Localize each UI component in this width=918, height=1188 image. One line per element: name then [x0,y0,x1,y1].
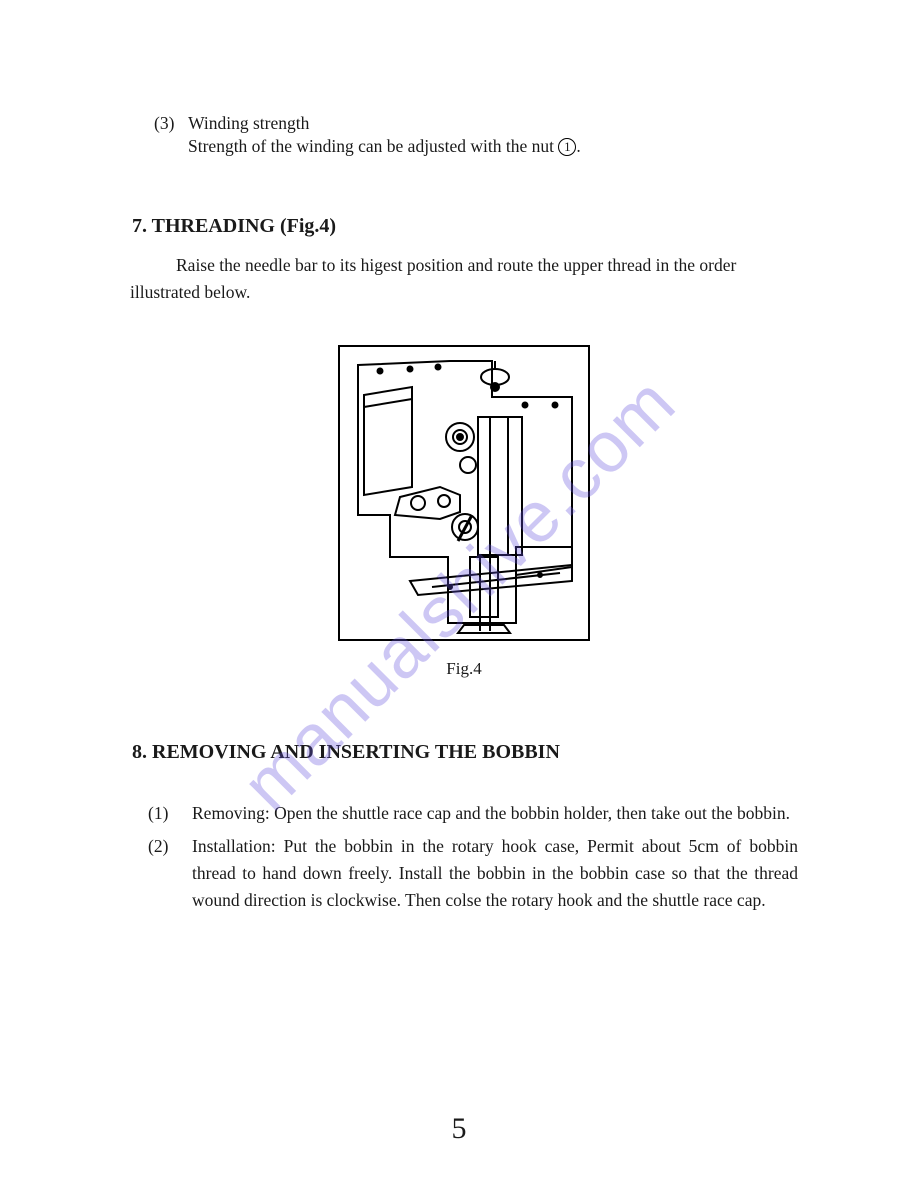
section8-heading: 8. REMOVING AND INSERTING THE BOBBIN [132,741,798,764]
item-text: Installation: Put the bobbin in the rota… [192,833,798,914]
winding-strength-body: Strength of the winding can be adjusted … [188,136,798,157]
figure-4 [338,345,590,641]
section7-text: Raise the needle bar to its higest posit… [130,255,736,301]
section7-paragraph: Raise the needle bar to its higest posit… [130,252,798,305]
item-title: Winding strength [188,113,309,133]
item-number: (1) [148,800,192,827]
body-after: . [576,136,580,156]
body-before: Strength of the winding can be adjusted … [188,136,558,156]
page-number: 5 [0,1112,918,1146]
list-item: (2) Installation: Put the bobbin in the … [148,833,798,914]
item-text: Removing: Open the shuttle race cap and … [192,800,798,827]
sewing-machine-diagram-icon [340,347,590,641]
list-item: (1) Removing: Open the shuttle race cap … [148,800,798,827]
item-number: (2) [148,833,192,914]
circled-one-icon: 1 [558,138,576,156]
item-number: (3) [154,110,184,136]
figure-4-caption: Fig.4 [130,659,798,679]
winding-strength-item: (3) Winding strength [154,110,798,136]
section8-list: (1) Removing: Open the shuttle race cap … [148,800,798,915]
section7-heading: 7. THREADING (Fig.4) [132,215,798,238]
